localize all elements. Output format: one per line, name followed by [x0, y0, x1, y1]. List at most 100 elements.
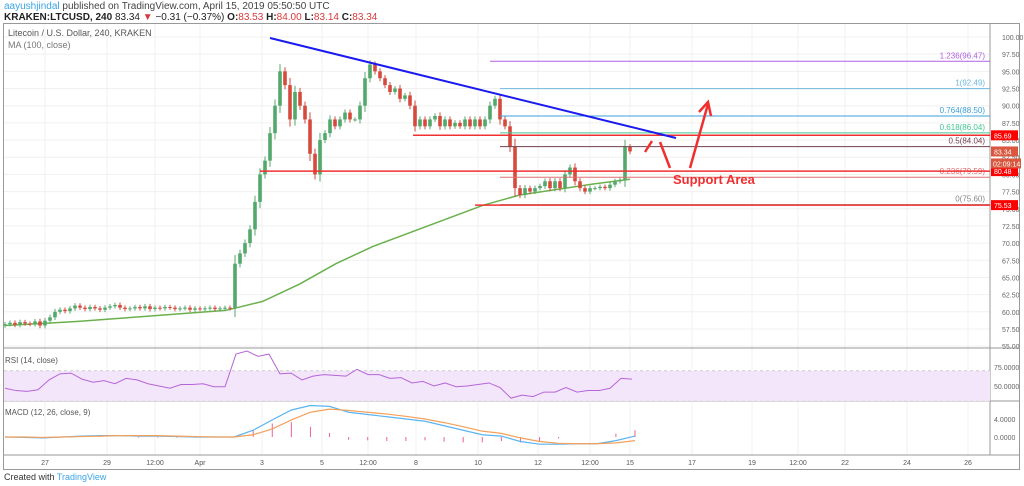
x-tick-label: 10: [474, 460, 482, 467]
candle: [403, 95, 407, 99]
candle: [473, 119, 477, 127]
candle: [33, 321, 37, 325]
candle: [178, 308, 182, 310]
candle: [3, 324, 7, 326]
x-tick-label: 27: [41, 460, 49, 467]
candle: [603, 186, 607, 189]
candle: [288, 85, 292, 120]
candle: [353, 119, 357, 121]
price-tag: [991, 166, 1018, 177]
x-tick-label: 5: [320, 460, 324, 467]
candle: [253, 201, 257, 230]
candle: [203, 308, 207, 310]
x-tick-label: 15: [626, 460, 634, 467]
publish-text: published on TradingView.com, April 15, …: [62, 1, 330, 12]
candle: [143, 306, 147, 309]
y-tick-label: 85.00: [1002, 138, 1020, 145]
candle: [238, 253, 242, 264]
candle: [338, 119, 342, 127]
candle: [278, 71, 282, 106]
footer: Created with TradingView: [4, 472, 106, 482]
high-label: H:: [266, 12, 277, 23]
x-tick-label: 12: [534, 460, 542, 467]
candle: [68, 308, 72, 312]
close-label: C:: [341, 12, 353, 23]
candle: [8, 322, 12, 325]
candle: [118, 304, 122, 308]
candle: [148, 306, 152, 310]
candle: [58, 309, 62, 312]
candle: [358, 105, 362, 120]
candle: [183, 307, 187, 309]
candle: [208, 307, 212, 309]
candle: [133, 306, 137, 309]
x-tick-label: 8: [414, 460, 418, 467]
y-tick-label: 95.00: [1002, 69, 1020, 76]
price-change: −0.31 (−0.37%): [155, 12, 225, 23]
y-tick-label: 97.50: [1002, 52, 1020, 59]
candle: [343, 112, 347, 120]
candle: [263, 160, 267, 175]
macd-line: [4, 404, 636, 445]
candle: [88, 306, 92, 310]
candle: [268, 133, 272, 161]
candle: [333, 119, 337, 127]
fib-label: 0(75.60): [955, 195, 985, 204]
rsi-legend: RSI (14, close): [5, 356, 58, 365]
candle: [533, 188, 537, 192]
candle: [378, 71, 382, 79]
candle: [153, 307, 157, 310]
candle: [618, 179, 622, 182]
candle: [598, 186, 602, 189]
y-tick-label: 67.50: [1002, 258, 1020, 265]
high-value: 84.00: [276, 12, 302, 23]
candle: [128, 308, 132, 310]
candle: [503, 119, 507, 127]
candle: [498, 98, 502, 120]
x-tick-label: 19: [748, 460, 756, 467]
candle: [163, 306, 167, 309]
candle: [478, 119, 482, 127]
rsi-line: [4, 350, 633, 399]
candle: [293, 91, 297, 120]
ma-line: [4, 178, 631, 327]
candle: [23, 322, 27, 324]
candle: [453, 122, 457, 127]
y-tick-label: 77.50: [1002, 190, 1020, 197]
candle: [513, 146, 517, 189]
y-tick-label: 92.50: [1002, 87, 1020, 94]
current-price-label: 83.34: [994, 149, 1012, 156]
candle: [138, 306, 142, 309]
current-price-tag: [991, 146, 1018, 157]
candle: [563, 174, 567, 189]
candle: [223, 307, 227, 309]
symbol: KRAKEN:LTCUSD, 240: [4, 12, 113, 23]
y-tick-label: 65.00: [1002, 275, 1020, 282]
fib-label: 0.764(88.50): [940, 106, 986, 115]
candle: [213, 307, 217, 310]
x-tick-label: 22: [841, 460, 849, 467]
candle: [493, 98, 497, 106]
fib-label: 0.5(84.04): [949, 137, 986, 146]
x-tick-label: 12:00: [359, 460, 377, 467]
tradingview-logo[interactable]: TradingView: [56, 472, 107, 482]
y-tick-label: 70.00: [1002, 241, 1020, 248]
candle: [483, 119, 487, 127]
candle: [318, 140, 322, 175]
candle: [383, 78, 387, 86]
candle: [173, 307, 177, 310]
candle: [63, 309, 67, 312]
y-tick-label: 62.50: [1002, 293, 1020, 300]
author-link[interactable]: aayushjindal: [4, 1, 60, 12]
candle: [418, 119, 422, 127]
y-tick-label: 90.00: [1002, 104, 1020, 111]
candle: [583, 188, 587, 192]
price-tag-label: 75.53: [994, 203, 1012, 210]
candle: [518, 188, 522, 196]
chart-title: Litecoin / U.S. Dollar, 240, KRAKEN: [8, 28, 152, 38]
candle: [508, 126, 512, 147]
candle: [83, 307, 87, 310]
candle: [558, 181, 562, 189]
x-tick-label: 12:00: [146, 460, 164, 467]
